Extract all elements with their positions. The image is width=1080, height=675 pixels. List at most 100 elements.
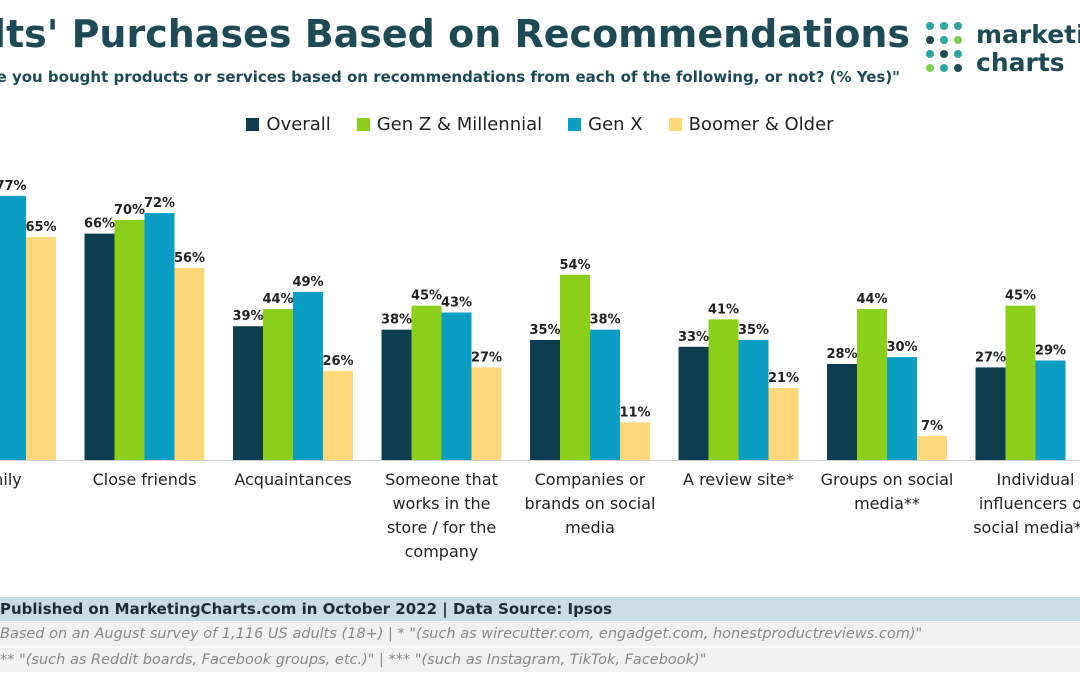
data-label-overall-acquaintances: 39% <box>232 309 263 324</box>
bar-gen-z-millennial-acquaintances <box>263 309 293 460</box>
source-line: Published on MarketingCharts.com in Octo… <box>0 597 1080 621</box>
data-label-overall-groups-on-social-media: 28% <box>826 347 857 362</box>
data-label-boomer-older-close-friends: 56% <box>174 251 205 266</box>
category-label-close-friends: Close friends <box>75 468 215 492</box>
logo-dots-icon <box>926 22 962 72</box>
data-label-boomer-older-acquaintances: 26% <box>322 354 353 369</box>
category-label-line: company <box>404 542 479 561</box>
legend-label: Gen Z & Millennial <box>376 113 543 135</box>
logo-word-1: marketing <box>976 20 1080 49</box>
bar-gen-z-millennial-someone-that-works-in-the-store-for-the-company <box>411 305 442 460</box>
bar-boomer-older-a-review-site <box>768 387 799 460</box>
bar-boomer-older-someone-that-works-in-the-store-for-the-company <box>471 367 502 460</box>
category-label-line: media <box>565 518 615 537</box>
data-label-overall-companies-or-brands-on-social-media: 35% <box>529 323 560 338</box>
category-label-line: Family <box>0 470 22 489</box>
category-label-line: Someone that <box>385 470 498 489</box>
data-label-gen-z-millennial-someone-that-works-in-the-store-for-the-company: 45% <box>411 289 442 304</box>
chart-subtitle: "Have you bought products or services ba… <box>0 68 900 86</box>
legend-item-gen-z-millennial: Gen Z & Millennial <box>356 112 543 136</box>
logo-word-2: charts <box>976 48 1065 77</box>
data-label-overall-individual-influencers-on-social-media: 27% <box>975 350 1006 365</box>
data-label-overall-someone-that-works-in-the-store-for-the-company: 38% <box>381 313 412 328</box>
legend-item-gen-x: Gen X <box>568 112 643 136</box>
bar-boomer-older-close-friends <box>174 267 205 460</box>
data-label-boomer-older-groups-on-social-media: 7% <box>921 419 943 434</box>
legend-swatch <box>668 117 682 131</box>
bar-gen-x-close-friends <box>144 213 175 460</box>
category-label-groups-on-social-media: Groups on social media** <box>817 468 957 516</box>
category-label-line: media** <box>854 494 920 513</box>
legend-swatch <box>246 117 260 131</box>
data-label-gen-z-millennial-groups-on-social-media: 44% <box>856 292 887 307</box>
category-label-line: A review site* <box>683 470 794 489</box>
bar-overall-individual-influencers-on-social-media <box>975 367 1006 460</box>
bar-overall-close-friends <box>84 233 115 460</box>
bar-overall-someone-that-works-in-the-store-for-the-company <box>381 329 412 460</box>
legend-item-boomer-older: Boomer & Older <box>668 112 834 136</box>
category-label-line: Acquaintances <box>234 470 352 489</box>
bar-gen-z-millennial-a-review-site <box>708 319 739 460</box>
category-label-a-review-site: A review site* <box>669 468 809 492</box>
bar-gen-x-acquaintances <box>293 291 323 460</box>
data-label-gen-x-groups-on-social-media: 30% <box>886 340 917 355</box>
bar-overall-companies-or-brands-on-social-media <box>530 339 560 460</box>
bar-gen-x-family <box>0 195 26 460</box>
bar-gen-z-millennial-individual-influencers-on-social-media <box>1005 305 1036 460</box>
data-label-gen-x-family: 77% <box>0 179 27 194</box>
bar-chart: 74%77%65%66%70%72%56%39%44%49%26%38%45%4… <box>0 179 1080 461</box>
bar-overall-a-review-site <box>678 346 709 460</box>
footnote-1: Based on an August survey of 1,116 US ad… <box>0 622 1080 646</box>
bar-gen-x-individual-influencers-on-social-media <box>1035 360 1066 460</box>
data-label-gen-x-acquaintances: 49% <box>292 275 323 290</box>
bar-gen-x-someone-that-works-in-the-store-for-the-company <box>441 312 472 460</box>
legend-label: Gen X <box>588 113 643 135</box>
category-label-line: works in the <box>392 494 491 513</box>
data-label-gen-z-millennial-individual-influencers-on-social-media: 45% <box>1005 289 1036 304</box>
category-label-line: store / for the <box>386 518 497 537</box>
category-label-line: Individual <box>996 470 1075 489</box>
data-label-gen-z-millennial-companies-or-brands-on-social-media: 54% <box>559 258 590 273</box>
data-label-gen-x-a-review-site: 35% <box>738 323 769 338</box>
bar-overall-groups-on-social-media <box>827 363 857 460</box>
chart-legend: Overall Gen Z & Millennial Gen X Boomer & O… <box>0 112 1080 136</box>
bar-boomer-older-groups-on-social-media <box>917 435 947 460</box>
bar-gen-z-millennial-close-friends <box>114 219 145 460</box>
data-label-gen-z-millennial-a-review-site: 41% <box>708 302 739 317</box>
category-label-line: Groups on social <box>820 470 954 489</box>
bar-gen-x-a-review-site <box>738 339 769 460</box>
data-label-boomer-older-someone-that-works-in-the-store-for-the-company: 27% <box>471 350 502 365</box>
legend-swatch <box>568 117 582 131</box>
data-label-gen-x-close-friends: 72% <box>144 196 175 211</box>
data-label-gen-x-individual-influencers-on-social-media: 29% <box>1035 344 1066 359</box>
data-label-gen-z-millennial-acquaintances: 44% <box>262 292 293 307</box>
data-label-overall-a-review-site: 33% <box>678 330 709 345</box>
legend-swatch <box>356 117 370 131</box>
bar-boomer-older-family <box>26 237 56 460</box>
data-label-boomer-older-a-review-site: 21% <box>768 371 799 386</box>
category-label-family: Family <box>0 468 66 492</box>
bar-gen-x-groups-on-social-media <box>887 357 917 460</box>
category-label-acquaintances: Acquaintances <box>223 468 363 492</box>
legend-item-overall: Overall <box>246 112 331 136</box>
bar-boomer-older-companies-or-brands-on-social-media <box>620 422 650 460</box>
data-label-overall-close-friends: 66% <box>84 217 115 232</box>
bar-gen-z-millennial-groups-on-social-media <box>857 309 887 460</box>
category-label-line: Companies or <box>534 470 646 489</box>
category-label-someone-that-works-in-the-store-for-the-company: Someone that works in the store / for the c… <box>372 468 512 564</box>
category-label-line: Close friends <box>92 470 197 489</box>
data-label-boomer-older-family: 65% <box>25 220 56 235</box>
category-label-companies-or-brands-on-social-media: Companies or brands on social media <box>520 468 660 540</box>
bar-gen-x-companies-or-brands-on-social-media <box>590 329 620 460</box>
chart-title: US Adults' Purchases Based on Recommenda… <box>0 12 910 56</box>
category-label-line: social media*** <box>973 518 1080 537</box>
bar-overall-acquaintances <box>233 326 263 460</box>
category-label-line: brands on social <box>524 494 656 513</box>
data-label-boomer-older-companies-or-brands-on-social-media: 11% <box>619 405 650 420</box>
legend-label: Boomer & Older <box>688 113 834 135</box>
footnote-2: ** "(such as Reddit boards, Facebook gro… <box>0 648 1080 672</box>
bar-boomer-older-acquaintances <box>323 370 353 460</box>
category-label-individual-influencers-on-social-media: Individual influencers on social media*** <box>966 468 1080 540</box>
marketingcharts-logo: marketing charts <box>924 18 1080 78</box>
data-label-gen-x-companies-or-brands-on-social-media: 38% <box>589 313 620 328</box>
